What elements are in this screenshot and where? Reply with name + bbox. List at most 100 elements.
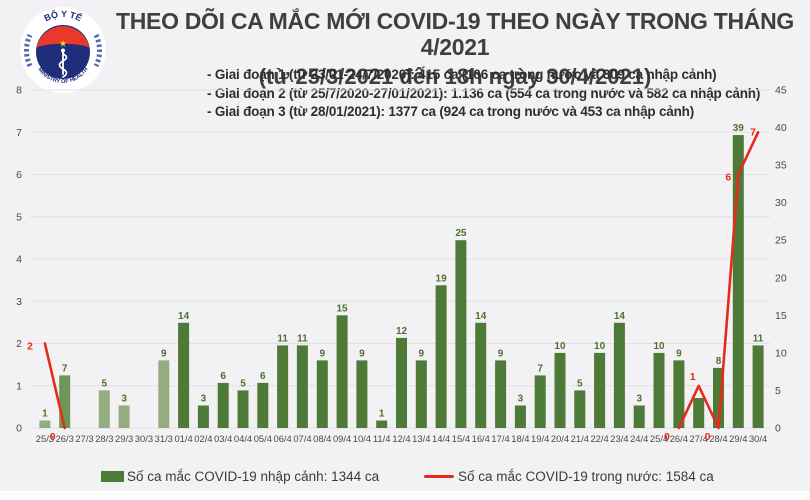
bar-12/4 (396, 337, 407, 428)
bar-29/3 (118, 405, 130, 428)
bar-30/4 (752, 345, 764, 428)
bar-27/4 (693, 398, 705, 428)
svg-text:1: 1 (42, 409, 48, 420)
svg-text:07/4: 07/4 (293, 433, 311, 444)
svg-text:12/4: 12/4 (392, 433, 410, 444)
svg-text:15/4: 15/4 (452, 433, 470, 444)
svg-text:13/4: 13/4 (412, 433, 430, 444)
asclepius-staff-icon (58, 48, 68, 78)
svg-text:9: 9 (676, 348, 682, 359)
phase-notes: - Giai đoạn 1 (từ 23/01-24/7/2020): 415 … (207, 66, 767, 122)
star-icon: ★ (59, 39, 67, 49)
moh-logo-graphic: BỘ Y TẾ MINISTRY OF HEALTH ★ (20, 7, 106, 93)
svg-text:39: 39 (733, 123, 745, 134)
left-axis-labels: 0 1 2 3 4 5 6 7 8 (16, 85, 22, 435)
phase-2-note: - Giai đoạn 2 (từ 25/7/2020-27/01/2021):… (207, 85, 761, 101)
svg-text:6: 6 (220, 371, 226, 382)
svg-text:22/4: 22/4 (590, 433, 608, 444)
svg-text:45: 45 (775, 85, 787, 97)
svg-text:2: 2 (16, 338, 22, 350)
bar-24/4 (633, 405, 645, 428)
bar-01/4 (178, 322, 190, 428)
svg-text:14/4: 14/4 (432, 433, 450, 444)
bar-22/4 (594, 352, 606, 428)
laurel-right-icon (93, 33, 102, 68)
bar-06/4 (277, 345, 289, 428)
svg-text:05/4: 05/4 (254, 433, 272, 444)
bar-26/4 (673, 360, 685, 428)
svg-text:6: 6 (725, 172, 731, 184)
bar-20/4 (554, 352, 566, 428)
domestic-line-series (43, 130, 760, 430)
bar-17/4 (495, 360, 507, 428)
domestic-line (43, 342, 66, 430)
svg-text:0: 0 (50, 431, 56, 443)
svg-text:29/3: 29/3 (115, 433, 133, 444)
bar-03/4 (217, 382, 229, 428)
bar-29/4 (732, 135, 744, 428)
svg-text:28/4: 28/4 (709, 433, 727, 444)
svg-text:5: 5 (577, 378, 583, 389)
svg-text:3: 3 (121, 394, 127, 405)
svg-text:5: 5 (240, 378, 246, 389)
svg-text:8: 8 (716, 356, 722, 367)
svg-text:7: 7 (62, 363, 68, 374)
svg-text:10: 10 (594, 341, 606, 352)
svg-text:19: 19 (436, 273, 448, 284)
svg-text:0: 0 (705, 431, 711, 443)
svg-text:11: 11 (297, 333, 308, 344)
svg-text:27/4: 27/4 (690, 433, 708, 444)
bar-11/4 (376, 420, 388, 428)
bar-05/4 (257, 382, 269, 428)
svg-text:15: 15 (775, 310, 787, 322)
bar-28/3 (98, 390, 110, 428)
svg-text:02/4: 02/4 (194, 433, 212, 444)
domestic-line (677, 130, 760, 430)
svg-text:3: 3 (201, 394, 207, 405)
bar-16/4 (475, 322, 487, 428)
logo-top-text: BỘ Y TẾ (43, 8, 84, 23)
svg-text:35: 35 (775, 160, 787, 172)
svg-text:25/4: 25/4 (650, 433, 668, 444)
svg-text:14: 14 (178, 311, 190, 322)
svg-text:04/4: 04/4 (234, 433, 252, 444)
svg-text:14: 14 (475, 311, 487, 322)
svg-text:1: 1 (690, 371, 696, 383)
bar-14/4 (435, 285, 447, 428)
svg-text:16/4: 16/4 (472, 433, 490, 444)
svg-text:06/4: 06/4 (274, 433, 292, 444)
svg-text:1: 1 (379, 409, 385, 420)
bar-07/4 (296, 345, 308, 428)
svg-text:3: 3 (16, 296, 22, 308)
svg-text:31/3: 31/3 (155, 433, 173, 444)
footer-strip (0, 491, 810, 500)
bar-31/3 (158, 360, 170, 428)
logo-red-band (36, 26, 90, 48)
svg-text:26/4: 26/4 (670, 433, 688, 444)
bar-10/4 (356, 360, 368, 428)
svg-text:28/3: 28/3 (95, 433, 113, 444)
legend-bar-label: Số ca mắc COVID-19 nhập cảnh: 1344 ca (127, 468, 380, 484)
svg-text:10: 10 (554, 341, 566, 352)
page-subtitle: (từ 25/3/2021 đến 18h ngày 30/4/2021) (258, 63, 652, 89)
svg-text:25/3: 25/3 (36, 433, 54, 444)
svg-text:9: 9 (498, 348, 504, 359)
header: THEO DÕI CA MẮC MỚI COVID-19 THEO NGÀY T… (110, 8, 800, 90)
svg-text:11: 11 (277, 333, 288, 344)
svg-text:9: 9 (161, 348, 167, 359)
svg-text:19/4: 19/4 (531, 433, 549, 444)
legend-imported-cases: Số ca mắc COVID-19 nhập cảnh: 1344 ca (101, 463, 379, 489)
bar-02/4 (197, 405, 209, 428)
bar-15/4 (455, 240, 467, 428)
bar-26/3 (59, 375, 71, 428)
svg-text:40: 40 (775, 122, 787, 134)
svg-text:7: 7 (16, 127, 22, 139)
bar-04/4 (237, 390, 249, 428)
svg-text:20/4: 20/4 (551, 433, 569, 444)
svg-text:30: 30 (775, 197, 787, 209)
svg-text:8: 8 (16, 85, 22, 97)
svg-text:9: 9 (359, 348, 365, 359)
svg-text:25: 25 (775, 235, 787, 247)
